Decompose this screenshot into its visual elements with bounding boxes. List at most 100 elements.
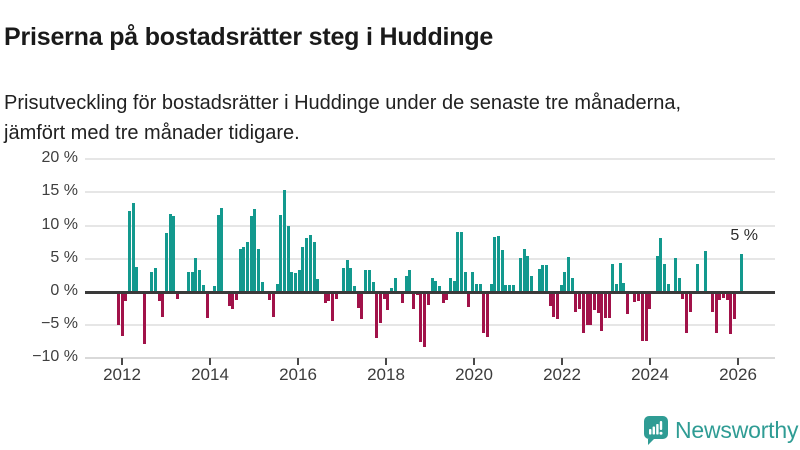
logo-bar-2 — [652, 426, 655, 435]
bar-positive — [618, 263, 622, 291]
bar-positive — [703, 251, 707, 291]
bar-negative — [603, 293, 607, 319]
x-axis-tick-label: 2014 — [191, 365, 229, 384]
bar-positive — [275, 283, 279, 291]
bar-positive — [655, 256, 659, 291]
bar-positive — [430, 277, 434, 291]
gridline — [85, 191, 775, 194]
zero-line — [85, 291, 775, 294]
bar-positive — [559, 285, 563, 291]
x-axis-tick-label: 2018 — [367, 365, 405, 384]
bar-positive — [541, 265, 545, 291]
bar-negative — [482, 293, 486, 333]
bar-negative — [681, 293, 685, 300]
bar-positive — [570, 277, 574, 291]
x-axis-tick-mark — [649, 358, 651, 365]
bar-positive — [452, 281, 456, 291]
bar-positive — [500, 250, 504, 291]
bar-positive — [622, 283, 626, 291]
bar-negative — [356, 293, 360, 309]
bar-positive — [537, 269, 541, 291]
bar-positive — [249, 215, 253, 291]
bar-negative — [334, 293, 338, 299]
bar-positive — [489, 283, 493, 291]
bar-negative — [710, 293, 714, 313]
bar-positive — [504, 285, 508, 291]
bar-negative — [725, 293, 729, 301]
bar-positive — [279, 214, 283, 291]
bar-negative — [157, 293, 161, 302]
bar-negative — [419, 293, 423, 342]
bar-negative — [124, 293, 128, 301]
x-axis-tick-label: 2012 — [103, 365, 141, 384]
bar-positive — [434, 281, 438, 291]
bar-positive — [677, 277, 681, 291]
x-axis-tick-mark — [737, 358, 739, 365]
bar-positive — [242, 247, 246, 291]
bar-negative — [120, 293, 124, 336]
bar-negative — [581, 293, 585, 334]
x-axis-tick-mark — [297, 358, 299, 365]
bar-positive — [611, 263, 615, 291]
bar-negative — [585, 293, 589, 325]
logo-bar-3 — [656, 424, 659, 435]
bar-negative — [596, 293, 600, 314]
bar-negative — [600, 293, 604, 332]
bar-negative — [142, 293, 146, 344]
bar-positive — [153, 267, 157, 291]
bar-negative — [323, 293, 327, 304]
bar-positive — [194, 258, 198, 291]
bar-negative — [718, 293, 722, 301]
bar-negative — [415, 293, 419, 295]
bar-positive — [283, 190, 286, 291]
x-axis-tick-mark — [561, 358, 563, 365]
bar-positive — [364, 269, 368, 291]
x-axis-tick-label: 2020 — [455, 365, 493, 384]
y-axis-tick-label: 20 % — [41, 149, 78, 167]
bar-positive — [471, 271, 475, 291]
bar-positive — [662, 264, 666, 291]
x-axis-tick-mark — [209, 358, 211, 365]
bar-positive — [135, 267, 139, 291]
bar-negative — [117, 293, 120, 325]
bar-negative — [330, 293, 334, 322]
bar-positive — [674, 257, 678, 291]
newsworthy-logo: Newsworthy — [644, 416, 798, 445]
bar-negative — [637, 293, 641, 301]
y-axis-tick-label: 5 % — [50, 248, 78, 266]
bar-negative — [688, 293, 692, 313]
bar-positive — [349, 268, 353, 291]
x-axis-tick-label: 2026 — [719, 365, 757, 384]
bar-negative — [633, 293, 637, 303]
bar-negative — [441, 293, 445, 303]
bar-negative — [401, 293, 405, 303]
gridline — [85, 357, 775, 360]
bar-positive — [342, 268, 346, 291]
bar-negative — [721, 293, 725, 299]
bar-positive — [474, 283, 478, 291]
x-axis-tick-label: 2024 — [631, 365, 669, 384]
bar-positive — [212, 285, 216, 291]
logo-bar-1 — [649, 429, 652, 435]
bar-negative — [423, 293, 427, 348]
bar-positive — [316, 279, 320, 291]
bar-negative — [231, 293, 235, 310]
bar-negative — [467, 293, 471, 307]
bar-negative — [445, 293, 449, 301]
bar-positive — [168, 213, 172, 291]
bar-negative — [555, 293, 559, 320]
bar-positive — [511, 285, 515, 291]
bar-positive — [164, 232, 168, 291]
bar-negative — [607, 293, 611, 319]
bar-negative — [485, 293, 489, 337]
bar-negative — [271, 293, 275, 317]
bar-negative — [574, 293, 578, 313]
bar-positive — [238, 249, 242, 291]
y-axis-tick-label: 0 % — [50, 282, 78, 299]
bar-positive — [493, 236, 497, 291]
bar-negative — [161, 293, 165, 318]
bar-positive — [526, 256, 530, 291]
bar-negative — [552, 293, 556, 317]
